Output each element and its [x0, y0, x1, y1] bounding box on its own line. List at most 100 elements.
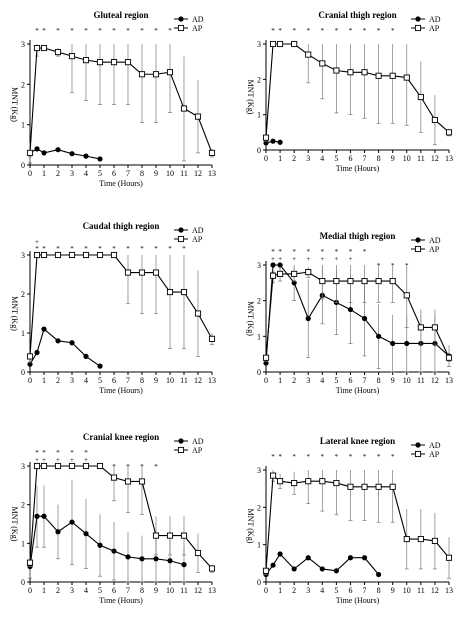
- significance-mark: *: [278, 453, 282, 461]
- x-tick-label: 9: [391, 376, 395, 385]
- data-point-ap: [333, 480, 340, 487]
- y-tick-label: 2: [21, 290, 25, 299]
- x-tick-label: 9: [391, 154, 395, 163]
- legend-label: AP: [192, 235, 203, 244]
- x-tick-label: 3: [306, 154, 310, 163]
- x-tick-label: 8: [140, 376, 144, 385]
- data-point-ad: [111, 548, 117, 554]
- legend-marker: [178, 227, 184, 233]
- data-point-ap: [68, 251, 76, 259]
- x-tick-label: 3: [70, 376, 74, 385]
- data-point-ap: [305, 51, 312, 58]
- significance-mark: *: [56, 27, 60, 35]
- legend-marker: [177, 24, 185, 32]
- x-tick-label: 0: [264, 586, 268, 595]
- y-tick-label: 2: [257, 75, 261, 84]
- x-tick-label: 11: [180, 169, 188, 178]
- data-point-ad: [139, 556, 145, 562]
- y-tick-label: 3: [257, 40, 261, 49]
- data-point-ap: [110, 251, 118, 259]
- x-tick-label: 5: [334, 376, 338, 385]
- x-tick-label: 1: [42, 586, 46, 595]
- significance-mark: *: [306, 27, 310, 35]
- data-point-ad: [291, 280, 297, 286]
- x-tick-label: 11: [417, 154, 425, 163]
- data-point-ap: [40, 251, 48, 259]
- significance-mark: *: [271, 453, 275, 461]
- significance-mark: *: [349, 453, 353, 461]
- chart-title: Lateral knee region: [320, 436, 395, 446]
- significance-mark: *: [335, 248, 339, 256]
- data-point-ap: [54, 462, 62, 470]
- data-point-ad: [83, 353, 89, 359]
- significance-mark: *: [154, 463, 158, 471]
- x-tick-label: 6: [348, 154, 352, 163]
- legend-label: AP: [192, 446, 203, 455]
- significance-mark: *: [391, 453, 395, 461]
- y-axis-label: MNT (Kg): [246, 509, 255, 544]
- significance-mark: +: [35, 238, 39, 246]
- significance-mark: *: [321, 248, 325, 256]
- legend-marker: [415, 237, 421, 243]
- data-point-ad: [376, 333, 382, 339]
- significance-mark: +: [35, 456, 39, 464]
- data-point-ap: [262, 567, 270, 574]
- significance-mark: *: [321, 453, 325, 461]
- significance-mark: *: [306, 453, 310, 461]
- x-tick-label: 1: [278, 376, 282, 385]
- data-point-ad: [270, 262, 276, 268]
- data-point-ap: [110, 474, 118, 481]
- significance-mark: *: [292, 248, 296, 256]
- data-point-ap: [166, 532, 174, 539]
- x-tick-label: 2: [56, 169, 60, 178]
- data-point-ap: [389, 483, 396, 490]
- significance-mark: *: [377, 453, 381, 461]
- data-point-ap: [124, 59, 132, 66]
- x-tick-label: 4: [84, 586, 88, 595]
- significance-mark: +: [70, 456, 74, 464]
- data-point-ap: [269, 272, 277, 279]
- data-point-ad: [153, 556, 159, 562]
- data-point-ap: [403, 536, 410, 543]
- x-tick-label: 4: [320, 154, 324, 163]
- legend-label: AP: [429, 450, 440, 459]
- data-point-ap: [194, 549, 202, 557]
- x-tick-label: 0: [264, 154, 268, 163]
- legend-marker: [414, 450, 422, 458]
- y-axis-label: MNT (Kg): [10, 296, 19, 331]
- data-point-ap: [305, 269, 312, 276]
- data-point-ap: [180, 105, 188, 112]
- significance-mark: *: [84, 27, 88, 35]
- data-point-ap: [54, 49, 62, 56]
- x-axis-label: Time (Hours): [99, 596, 143, 605]
- x-tick-label: 12: [194, 169, 202, 178]
- significance-mark: *: [391, 27, 395, 35]
- series-line-ap: [29, 465, 213, 569]
- x-tick-label: 5: [98, 586, 102, 595]
- data-point-ap: [319, 60, 326, 67]
- legend-marker: [178, 16, 184, 22]
- significance-mark: *: [292, 453, 296, 461]
- data-point-ad: [69, 519, 75, 525]
- significance-mark: +: [56, 456, 60, 464]
- data-point-ap: [431, 116, 438, 124]
- x-tick-label: 3: [306, 376, 310, 385]
- y-tick-label: 2: [257, 297, 261, 306]
- x-tick-label: 12: [194, 586, 202, 595]
- data-point-ap: [305, 478, 312, 485]
- significance-mark: *: [70, 27, 74, 35]
- significance-mark: *: [35, 27, 39, 35]
- x-tick-label: 10: [403, 376, 411, 385]
- data-point-ad: [277, 551, 283, 557]
- significance-mark: *: [335, 27, 339, 35]
- legend-label: AD: [192, 437, 204, 446]
- y-axis-label: MNT (Kg): [246, 301, 255, 336]
- legend-label: AD: [429, 15, 441, 24]
- data-point-ad: [55, 338, 61, 344]
- significance-mark: +: [306, 255, 310, 263]
- data-point-ap: [375, 72, 382, 79]
- data-point-ad: [55, 147, 61, 153]
- x-tick-label: 2: [56, 376, 60, 385]
